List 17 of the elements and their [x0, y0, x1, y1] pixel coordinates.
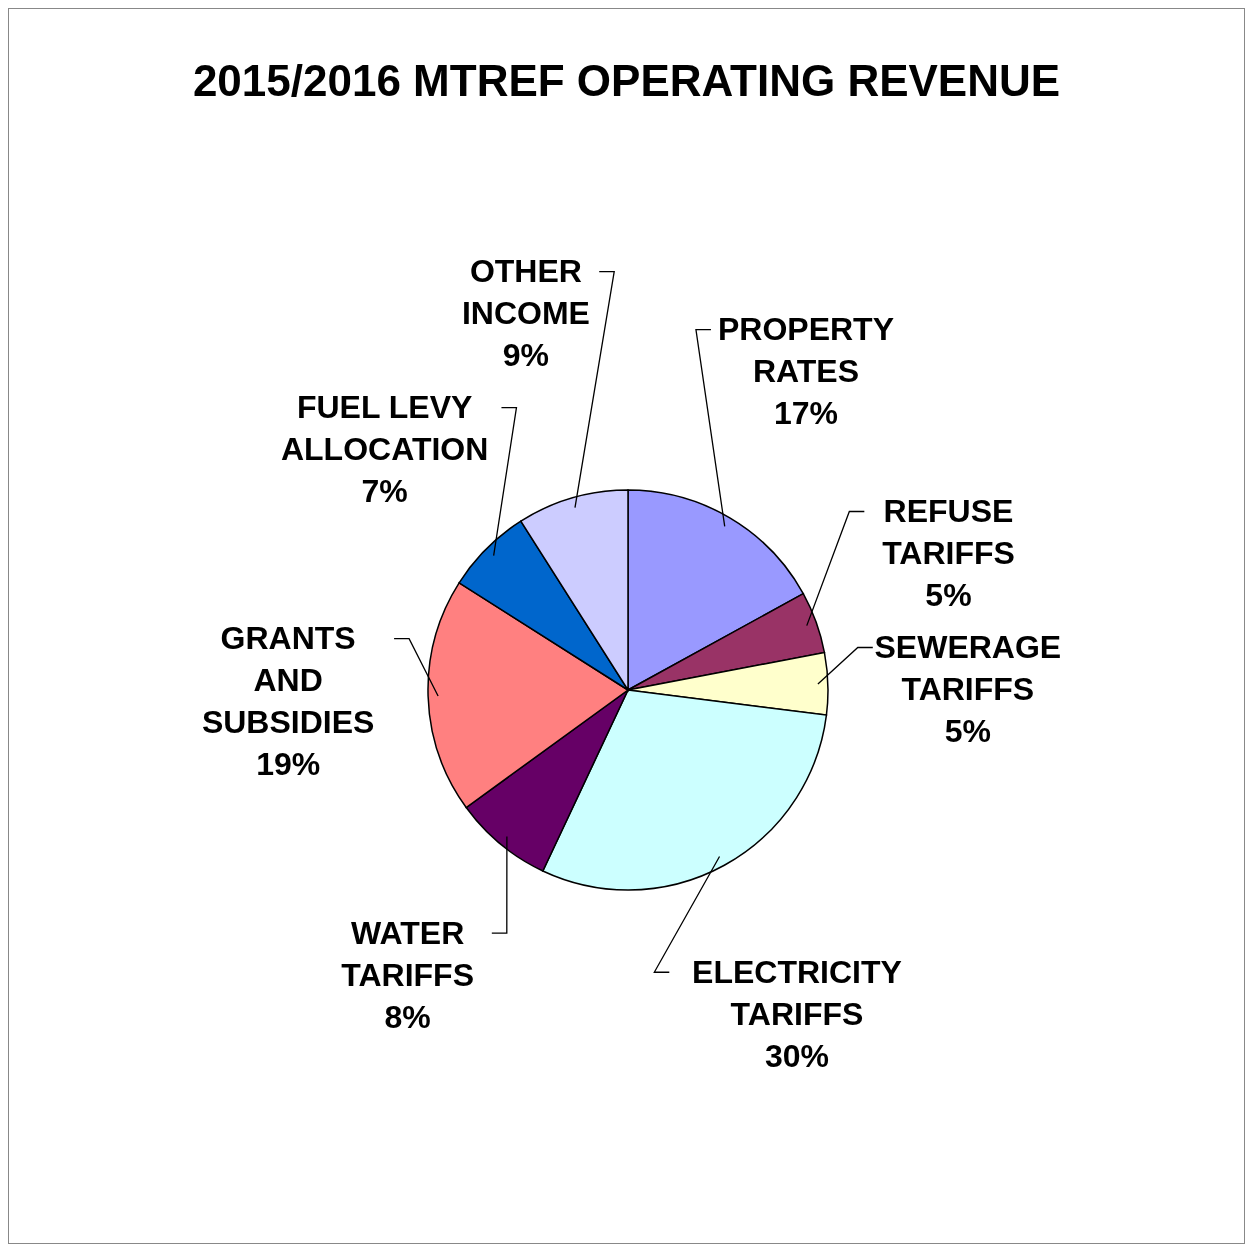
data-label: 30% — [764, 1037, 829, 1074]
slice-label: WATER TARIFFS — [341, 914, 475, 993]
slice-label: PROPERTY RATES — [717, 311, 894, 390]
slice-label: SEWERAGE TARIFFS — [874, 629, 1062, 708]
data-label: 5% — [925, 577, 972, 614]
data-label: 9% — [502, 337, 550, 374]
data-label: 17% — [773, 395, 839, 432]
chart-title: 2015/2016 MTREF OPERATING REVENUE — [192, 56, 1061, 105]
data-label: 7% — [361, 473, 408, 510]
data-label: 8% — [384, 998, 431, 1035]
data-label: 5% — [944, 713, 991, 750]
data-label: 19% — [256, 746, 321, 783]
slice-label: FUEL LEVY ALLOCATION — [280, 389, 489, 468]
slice-label: REFUSE TARIFFS — [882, 493, 1015, 572]
slice-label: OTHER INCOME — [461, 253, 590, 332]
slice-label: ELECTRICITY TARIFFS — [692, 953, 902, 1032]
slice-label: GRANTS AND SUBSIDIES — [201, 620, 375, 741]
